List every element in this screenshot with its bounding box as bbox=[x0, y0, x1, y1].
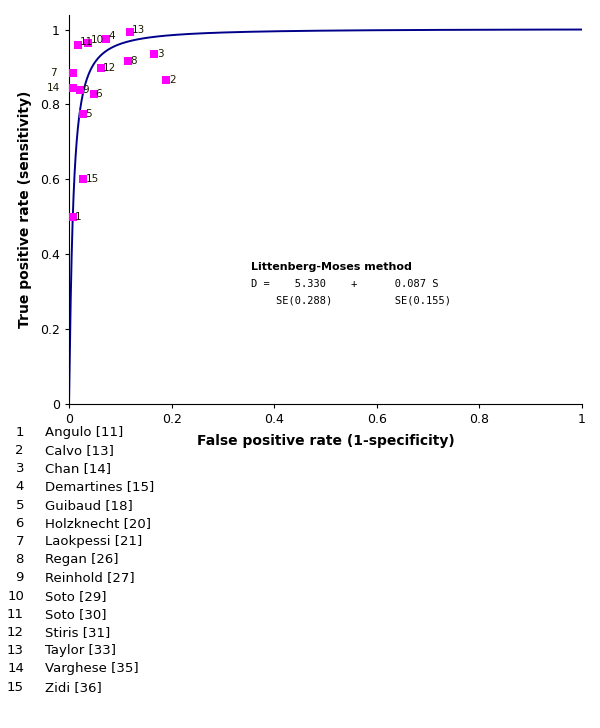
Text: Holzknecht [20]: Holzknecht [20] bbox=[45, 517, 151, 530]
Text: Taylor [33]: Taylor [33] bbox=[45, 644, 116, 657]
Point bbox=[76, 84, 85, 96]
Text: Soto [29]: Soto [29] bbox=[45, 590, 107, 603]
Text: 9: 9 bbox=[16, 571, 24, 585]
Text: Angulo [11]: Angulo [11] bbox=[45, 426, 123, 439]
Text: Zidi [36]: Zidi [36] bbox=[45, 681, 102, 694]
Text: Regan [26]: Regan [26] bbox=[45, 553, 119, 566]
Point bbox=[79, 108, 88, 119]
Point bbox=[68, 67, 78, 79]
Y-axis label: True positive rate (sensitivity): True positive rate (sensitivity) bbox=[17, 90, 32, 328]
Text: 12: 12 bbox=[7, 626, 24, 639]
Text: 14: 14 bbox=[7, 662, 24, 676]
Text: D =    5.330    +      0.087 S: D = 5.330 + 0.087 S bbox=[251, 279, 439, 288]
Text: 2: 2 bbox=[16, 444, 24, 457]
Text: 10: 10 bbox=[91, 35, 104, 44]
Text: 7: 7 bbox=[16, 535, 24, 548]
Text: 11: 11 bbox=[7, 608, 24, 621]
Point bbox=[68, 82, 78, 93]
Point bbox=[96, 62, 106, 74]
Text: Demartines [15]: Demartines [15] bbox=[45, 480, 154, 494]
Text: 3: 3 bbox=[157, 49, 163, 59]
Text: 13: 13 bbox=[131, 25, 145, 35]
Point bbox=[149, 48, 158, 60]
Text: 4: 4 bbox=[108, 31, 115, 41]
Point bbox=[101, 33, 111, 44]
Text: 3: 3 bbox=[16, 462, 24, 475]
Text: 5: 5 bbox=[85, 108, 92, 119]
Text: 8: 8 bbox=[16, 553, 24, 566]
Text: 14: 14 bbox=[46, 82, 59, 92]
Text: SE(0.288)          SE(0.155): SE(0.288) SE(0.155) bbox=[251, 296, 451, 306]
Text: Stiris [31]: Stiris [31] bbox=[45, 626, 110, 639]
Text: 7: 7 bbox=[50, 68, 56, 78]
Text: Soto [30]: Soto [30] bbox=[45, 608, 107, 621]
Point bbox=[83, 37, 93, 49]
Text: 5: 5 bbox=[16, 499, 24, 512]
Point bbox=[89, 88, 98, 100]
Text: 13: 13 bbox=[7, 644, 24, 657]
Text: 4: 4 bbox=[16, 480, 24, 494]
Text: Calvo [13]: Calvo [13] bbox=[45, 444, 114, 457]
Text: 1: 1 bbox=[16, 426, 24, 439]
X-axis label: False positive rate (1-specificity): False positive rate (1-specificity) bbox=[197, 435, 454, 448]
Point bbox=[125, 26, 134, 38]
Text: 15: 15 bbox=[7, 681, 24, 694]
Text: 11: 11 bbox=[80, 37, 94, 47]
Text: 10: 10 bbox=[7, 590, 24, 603]
Point bbox=[68, 211, 78, 223]
Point bbox=[123, 55, 133, 67]
Text: 9: 9 bbox=[82, 85, 89, 95]
Text: Laokpessi [21]: Laokpessi [21] bbox=[45, 535, 142, 548]
Point bbox=[73, 39, 83, 51]
Text: Littenberg-Moses method: Littenberg-Moses method bbox=[251, 262, 412, 272]
Text: 12: 12 bbox=[103, 63, 116, 73]
Text: Chan [14]: Chan [14] bbox=[45, 462, 111, 475]
Text: 6: 6 bbox=[95, 89, 103, 99]
Text: Varghese [35]: Varghese [35] bbox=[45, 662, 139, 676]
Text: 2: 2 bbox=[170, 75, 176, 85]
Text: 15: 15 bbox=[85, 173, 98, 183]
Point bbox=[79, 173, 88, 184]
Point bbox=[161, 74, 171, 86]
Text: 1: 1 bbox=[74, 212, 81, 222]
Text: Reinhold [27]: Reinhold [27] bbox=[45, 571, 134, 585]
Text: 6: 6 bbox=[16, 517, 24, 530]
Text: Guibaud [18]: Guibaud [18] bbox=[45, 499, 133, 512]
Text: 8: 8 bbox=[131, 56, 137, 66]
